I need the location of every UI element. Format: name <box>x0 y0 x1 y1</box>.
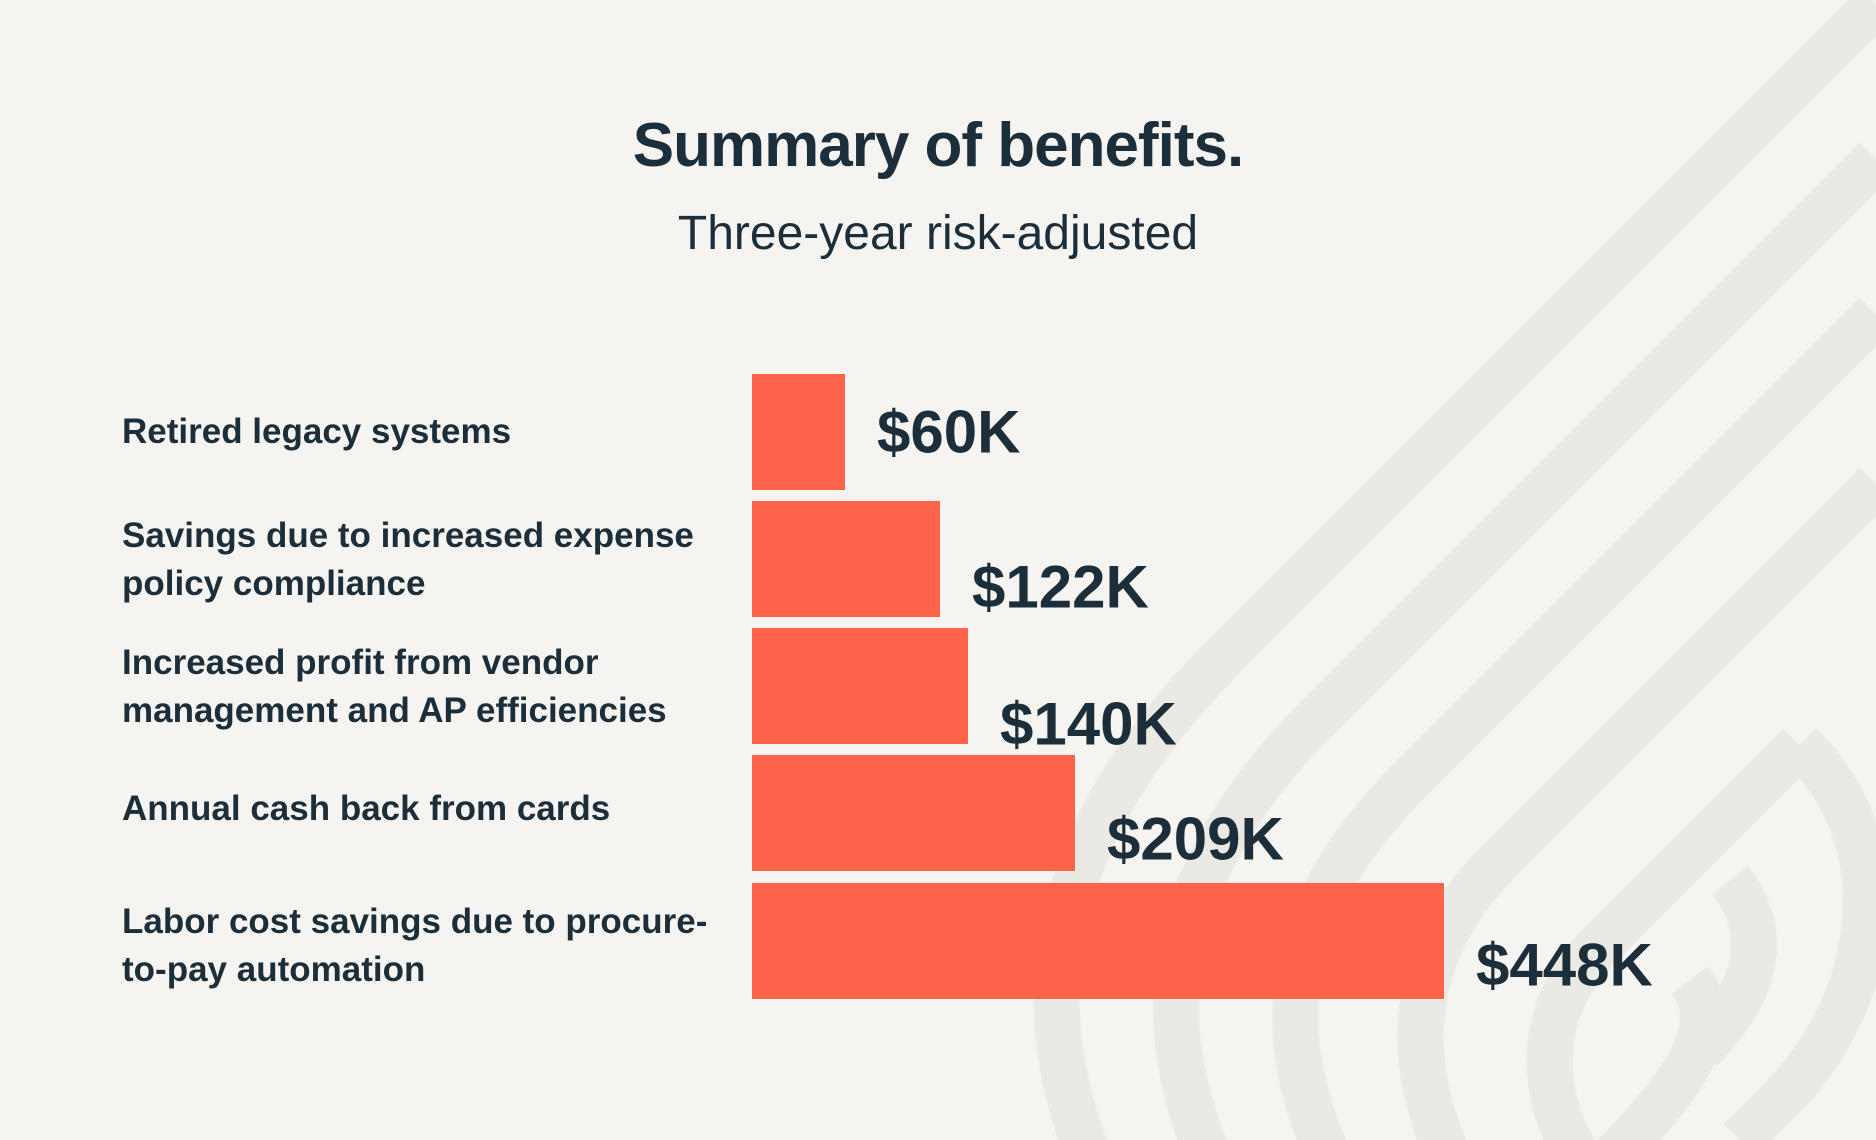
category-label: Savings due to increased expense policy … <box>122 516 694 603</box>
bar <box>752 628 968 744</box>
bar <box>752 501 940 617</box>
category-label: Labor cost savings due to procure-to-pay… <box>122 902 708 989</box>
chart-subtitle: Three-year risk-adjusted <box>677 207 1199 260</box>
value-label: $122K <box>972 553 1149 621</box>
value-label: $209K <box>1107 805 1284 873</box>
category-label: Retired legacy systems <box>122 412 512 451</box>
value-label: $140K <box>1000 690 1177 758</box>
value-label: $60K <box>877 398 1021 466</box>
bar <box>752 883 1444 999</box>
category-label: Increased profit from vendor management … <box>122 643 667 730</box>
bar <box>752 755 1075 871</box>
bar <box>752 374 845 490</box>
chart-title: Summary of benefits. <box>632 111 1244 180</box>
value-label: $448K <box>1476 931 1653 999</box>
category-label: Annual cash back from cards <box>122 789 611 828</box>
